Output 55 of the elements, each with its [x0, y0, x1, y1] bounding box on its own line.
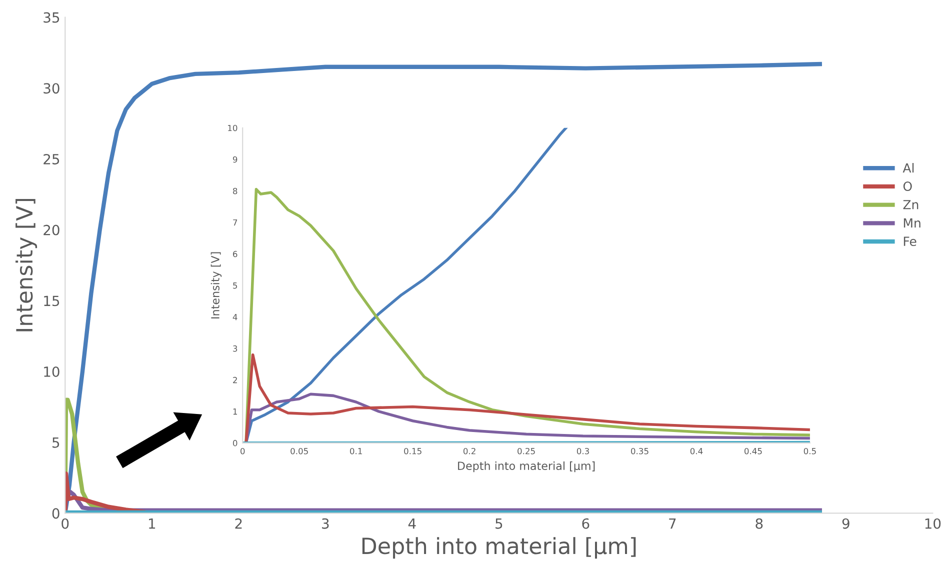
y-tick-label: 20	[44, 224, 60, 236]
x-tick-label: 0.35	[631, 448, 648, 454]
y-tick-label: 8	[233, 188, 238, 194]
x-tick-label: 3	[322, 518, 329, 529]
y-tick-label: 9	[232, 156, 238, 163]
x-tick-label: 0.15	[404, 448, 422, 454]
x-tick-label: 0.4	[690, 448, 703, 454]
line-series	[65, 471, 146, 514]
x-axis-title: Depth into material [µm]	[362, 537, 636, 559]
line-series	[65, 490, 822, 514]
x-tick-label: 10	[925, 518, 941, 529]
y-tick-label: 5	[52, 438, 60, 448]
x-tick-label: 4	[408, 518, 416, 529]
y-tick-label: 35	[44, 12, 60, 23]
line-series	[244, 188, 810, 443]
y-tick-label: 2	[233, 376, 237, 384]
line-series	[244, 353, 810, 443]
x-axis-title: Depth into material [µm]	[458, 461, 595, 472]
y-tick-label: 15	[44, 296, 60, 306]
x-tick-label: 0	[240, 448, 245, 454]
line-series	[244, 128, 568, 443]
x-tick-label: 1	[148, 518, 156, 529]
y-tick-label: 0	[52, 508, 60, 519]
y-axis-title: Intensity [V]	[210, 252, 222, 318]
x-tick-label: 8	[756, 518, 763, 529]
x-tick-label: 0.2	[463, 448, 476, 454]
x-tick-label: 0.05	[290, 448, 308, 454]
x-tick-label: 0.45	[744, 448, 762, 454]
y-tick-label: 7	[233, 219, 238, 226]
y-tick-label: 10	[228, 124, 238, 132]
y-tick-label: 25	[44, 154, 60, 164]
y-tick-label: 0	[232, 440, 238, 446]
legend-label: Mn	[904, 218, 920, 228]
x-tick-label: 9	[842, 518, 850, 529]
x-tick-label: 0.5	[804, 448, 816, 454]
legend-label: Zn	[903, 200, 918, 210]
y-tick-label: 5	[233, 282, 238, 289]
legend-label: Fe	[904, 236, 916, 246]
x-tick-label: 5	[496, 518, 502, 529]
y-tick-label: 10	[44, 366, 60, 377]
y-tick-label: 1	[233, 408, 237, 415]
y-tick-label: 4	[232, 314, 238, 320]
y-axis-title: Intensity [V]	[16, 198, 38, 332]
y-tick-label: 3	[233, 345, 238, 352]
x-tick-label: 0.3	[576, 448, 589, 454]
legend-label: Al	[902, 162, 914, 172]
x-tick-label: 0.1	[350, 448, 362, 454]
line-series	[244, 392, 810, 443]
y-tick-label: 30	[44, 83, 60, 94]
legend-label: O	[903, 182, 912, 192]
x-tick-label: 0	[62, 518, 69, 529]
x-tick-label: 6	[582, 518, 590, 529]
x-tick-label: 0.25	[518, 448, 535, 454]
y-tick-label: 6	[233, 250, 238, 258]
x-tick-label: 7	[669, 518, 676, 529]
